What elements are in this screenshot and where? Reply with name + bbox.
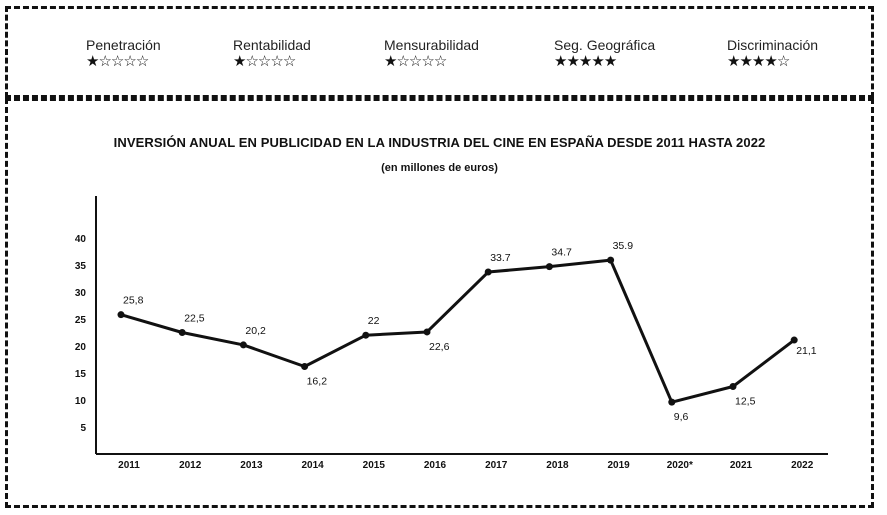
y-tick-label: 5 bbox=[80, 423, 86, 434]
star-rating: ★★★★★ bbox=[554, 54, 655, 70]
data-labels: 25,8 22,5 20,2 16,2 22 22,6 33.7 34.7 35.9 9,6 12,… bbox=[123, 240, 817, 423]
filled-star-icon: ★ bbox=[86, 53, 99, 70]
x-tick-label: 2011 bbox=[118, 460, 140, 471]
filled-star-icon: ★ bbox=[233, 53, 246, 70]
data-point bbox=[790, 336, 798, 344]
x-tick-label: 2012 bbox=[179, 460, 202, 471]
filled-star-icon: ★ bbox=[554, 53, 567, 70]
data-label: 20,2 bbox=[245, 325, 266, 337]
data-point bbox=[301, 363, 309, 371]
data-label: 9,6 bbox=[674, 411, 689, 423]
criterion-label: Discriminación bbox=[727, 37, 819, 53]
data-label: 16,2 bbox=[307, 376, 328, 388]
x-tick-labels: 2011 2012 2013 2014 2015 2016 2017 2018 2019 2020… bbox=[118, 460, 814, 471]
x-tick-label: 2017 bbox=[485, 460, 508, 471]
filled-star-icon: ★ bbox=[566, 53, 579, 70]
data-label: 21,1 bbox=[796, 345, 817, 357]
data-label: 35.9 bbox=[613, 240, 634, 252]
star-rating: ★☆☆☆☆ bbox=[384, 54, 479, 70]
data-point bbox=[178, 329, 186, 336]
data-point bbox=[362, 331, 370, 339]
x-tick-label: 2013 bbox=[240, 460, 263, 471]
star-rating: ★★★★☆ bbox=[727, 54, 818, 70]
criterion-rentabilidad: Rentabilidad ★☆☆☆☆ bbox=[233, 37, 311, 70]
x-tick-label: 2015 bbox=[363, 460, 386, 471]
criterion-label: Mensurabilidad bbox=[384, 37, 479, 53]
filled-star-icon: ★ bbox=[764, 53, 777, 70]
data-label: 22 bbox=[368, 315, 380, 327]
data-point bbox=[668, 398, 676, 406]
x-tick-label: 2019 bbox=[607, 460, 630, 471]
empty-star-icon: ☆ bbox=[421, 53, 434, 70]
criterion-mensurabilidad: Mensurabilidad ★☆☆☆☆ bbox=[384, 37, 479, 70]
x-tick-label: 2020* bbox=[667, 460, 693, 471]
filled-star-icon: ★ bbox=[739, 53, 752, 70]
x-tick-label: 2021 bbox=[730, 460, 753, 471]
criterion-label: Seg. Geográfica bbox=[554, 37, 656, 53]
data-point bbox=[484, 268, 492, 276]
x-tick-label: 2018 bbox=[546, 460, 569, 471]
chart-panel: INVERSIÓN ANUAL EN PUBLICIDAD EN LA INDU… bbox=[5, 98, 874, 508]
y-tick-label: 10 bbox=[75, 396, 87, 407]
filled-star-icon: ★ bbox=[727, 53, 740, 70]
data-point bbox=[729, 383, 737, 390]
data-point bbox=[423, 328, 431, 336]
empty-star-icon: ☆ bbox=[110, 53, 124, 70]
criterion-discriminacion: Discriminación ★★★★☆ bbox=[727, 37, 818, 70]
empty-star-icon: ☆ bbox=[257, 53, 271, 70]
data-label: 22,6 bbox=[429, 341, 450, 353]
data-point bbox=[117, 311, 125, 319]
x-tick-label: 2014 bbox=[301, 460, 324, 471]
criteria-row: Penetración ★☆☆☆☆ Rentabilidad ★☆☆☆☆ Men… bbox=[8, 37, 871, 77]
criteria-panel: Penetración ★☆☆☆☆ Rentabilidad ★☆☆☆☆ Men… bbox=[5, 6, 874, 98]
y-tick-label: 25 bbox=[75, 315, 87, 326]
empty-star-icon: ☆ bbox=[123, 53, 136, 70]
y-tick-labels: 5 10 15 20 25 30 35 40 bbox=[75, 234, 87, 434]
data-point bbox=[239, 341, 247, 349]
filled-star-icon: ★ bbox=[578, 53, 592, 70]
criterion-penetracion: Penetración ★☆☆☆☆ bbox=[86, 37, 161, 70]
x-tick-label: 2016 bbox=[424, 460, 447, 471]
data-label: 22,5 bbox=[184, 313, 205, 325]
chart-subtitle: (en millones de euros) bbox=[381, 162, 498, 174]
star-rating: ★☆☆☆☆ bbox=[233, 54, 311, 70]
data-point bbox=[545, 263, 553, 271]
empty-star-icon: ☆ bbox=[396, 53, 409, 70]
filled-star-icon: ★ bbox=[603, 53, 617, 70]
data-point bbox=[607, 256, 615, 264]
y-tick-label: 35 bbox=[75, 261, 87, 272]
empty-star-icon: ☆ bbox=[245, 53, 258, 70]
criterion-seg-geografica: Seg. Geográfica ★★★★★ bbox=[554, 37, 655, 70]
filled-star-icon: ★ bbox=[384, 53, 397, 70]
data-label: 33.7 bbox=[490, 252, 511, 264]
chart-title: INVERSIÓN ANUAL EN PUBLICIDAD EN LA INDU… bbox=[113, 135, 766, 150]
star-rating: ★☆☆☆☆ bbox=[86, 54, 161, 70]
data-label: 12,5 bbox=[735, 396, 756, 408]
y-tick-label: 30 bbox=[75, 288, 87, 299]
filled-star-icon: ★ bbox=[751, 53, 765, 70]
y-tick-label: 40 bbox=[75, 234, 87, 245]
x-tick-label: 2022 bbox=[791, 460, 814, 471]
empty-star-icon: ☆ bbox=[776, 53, 790, 70]
criterion-label: Penetración bbox=[86, 37, 161, 53]
data-label: 25,8 bbox=[123, 295, 144, 307]
series-line bbox=[120, 258, 796, 404]
data-points bbox=[117, 256, 798, 406]
data-label: 34.7 bbox=[551, 247, 572, 259]
empty-star-icon: ☆ bbox=[98, 53, 111, 70]
empty-star-icon: ☆ bbox=[282, 53, 296, 70]
empty-star-icon: ☆ bbox=[408, 53, 422, 70]
empty-star-icon: ☆ bbox=[135, 53, 149, 70]
y-tick-label: 20 bbox=[75, 342, 87, 353]
empty-star-icon: ☆ bbox=[433, 53, 447, 70]
y-tick-label: 15 bbox=[75, 369, 87, 380]
filled-star-icon: ★ bbox=[591, 53, 604, 70]
empty-star-icon: ☆ bbox=[270, 53, 283, 70]
criterion-label: Rentabilidad bbox=[233, 37, 311, 53]
